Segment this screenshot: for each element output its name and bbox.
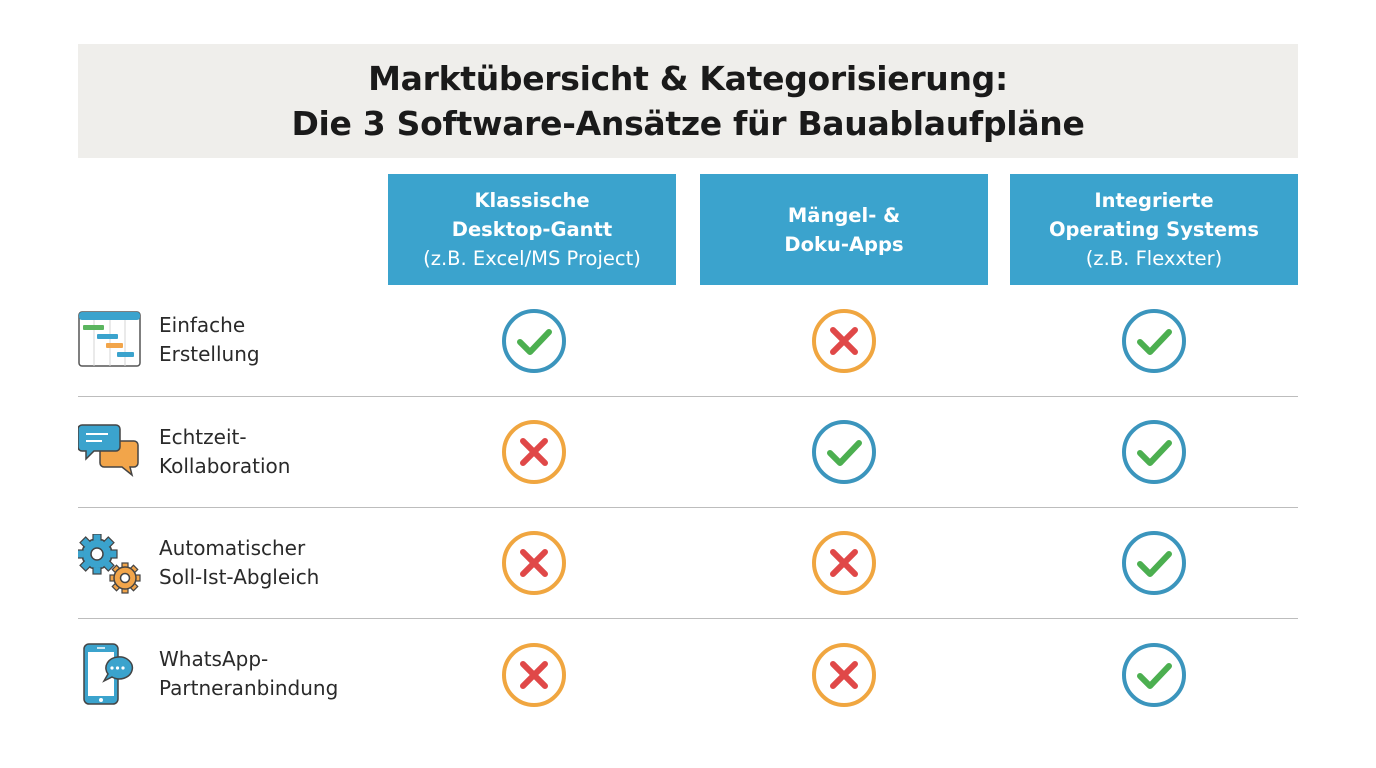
feature-row-whatsapp-partneranbindung: WhatsApp- Partneranbindung: [78, 619, 1298, 730]
feature-label: Kollaboration: [159, 454, 291, 478]
title-line-2: Die 3 Software-Ansätze für Bauablaufplän…: [291, 104, 1085, 143]
column-header-title: Operating Systems: [1048, 218, 1259, 241]
cross-icon: [501, 530, 567, 596]
feature-row-einfache-erstellung: Einfache Erstellung: [78, 285, 1298, 396]
feature-label: Einfache: [159, 313, 246, 337]
feature-label: Erstellung: [159, 342, 260, 366]
column-header-title: Klassische: [474, 189, 590, 212]
check-icon: [501, 308, 567, 374]
column-header-title: Doku-Apps: [784, 232, 904, 256]
column-header-operating-systems: Integrierte Operating Systems (z.B. Flex…: [1010, 174, 1298, 285]
column-header-title: Desktop-Gantt: [451, 218, 613, 241]
column-header-subtitle: (z.B. Flexxter): [1085, 247, 1223, 270]
feature-row-echtzeit-kollaboration: Echtzeit- Kollaboration: [77, 397, 1298, 508]
feature-label: Partneranbindung: [159, 676, 339, 700]
title-banner: Marktübersicht & Kategorisierung: Die 3 …: [78, 44, 1298, 158]
title-line-1: Marktübersicht & Kategorisierung:: [368, 59, 1008, 98]
feature-label: Automatischer: [159, 536, 306, 560]
cross-icon: [811, 530, 877, 596]
smartphone-chat-icon: [78, 643, 142, 707]
gantt-chart-icon: [78, 309, 142, 373]
column-header-title: Mängel- &: [787, 203, 901, 227]
column-header-title: Integrierte: [1094, 189, 1214, 212]
cross-icon: [811, 642, 877, 708]
column-header-subtitle: (z.B. Excel/MS Project): [423, 247, 641, 270]
cross-icon: [501, 419, 567, 485]
cross-icon: [811, 308, 877, 374]
check-icon: [1121, 308, 1187, 374]
cross-icon: [501, 642, 567, 708]
row-divider: [78, 396, 1298, 397]
column-header-desktop-gantt: Klassische Desktop-Gantt (z.B. Excel/MS …: [388, 174, 676, 285]
row-divider: [78, 507, 1298, 508]
gears-icon: [76, 533, 142, 598]
feature-label: WhatsApp-: [159, 647, 269, 671]
check-icon: [811, 419, 877, 485]
feature-label: Echtzeit-: [159, 425, 247, 449]
check-icon: [1121, 530, 1187, 596]
feature-label: Soll-Ist-Abgleich: [159, 565, 320, 589]
feature-row-soll-ist-abgleich: Automatischer Soll-Ist-Abgleich: [76, 508, 1298, 619]
check-icon: [1121, 419, 1187, 485]
column-header-maengel-doku-apps: Mängel- & Doku-Apps: [700, 174, 988, 285]
chat-bubbles-icon: [77, 423, 142, 487]
row-divider: [78, 618, 1298, 619]
check-icon: [1121, 642, 1187, 708]
